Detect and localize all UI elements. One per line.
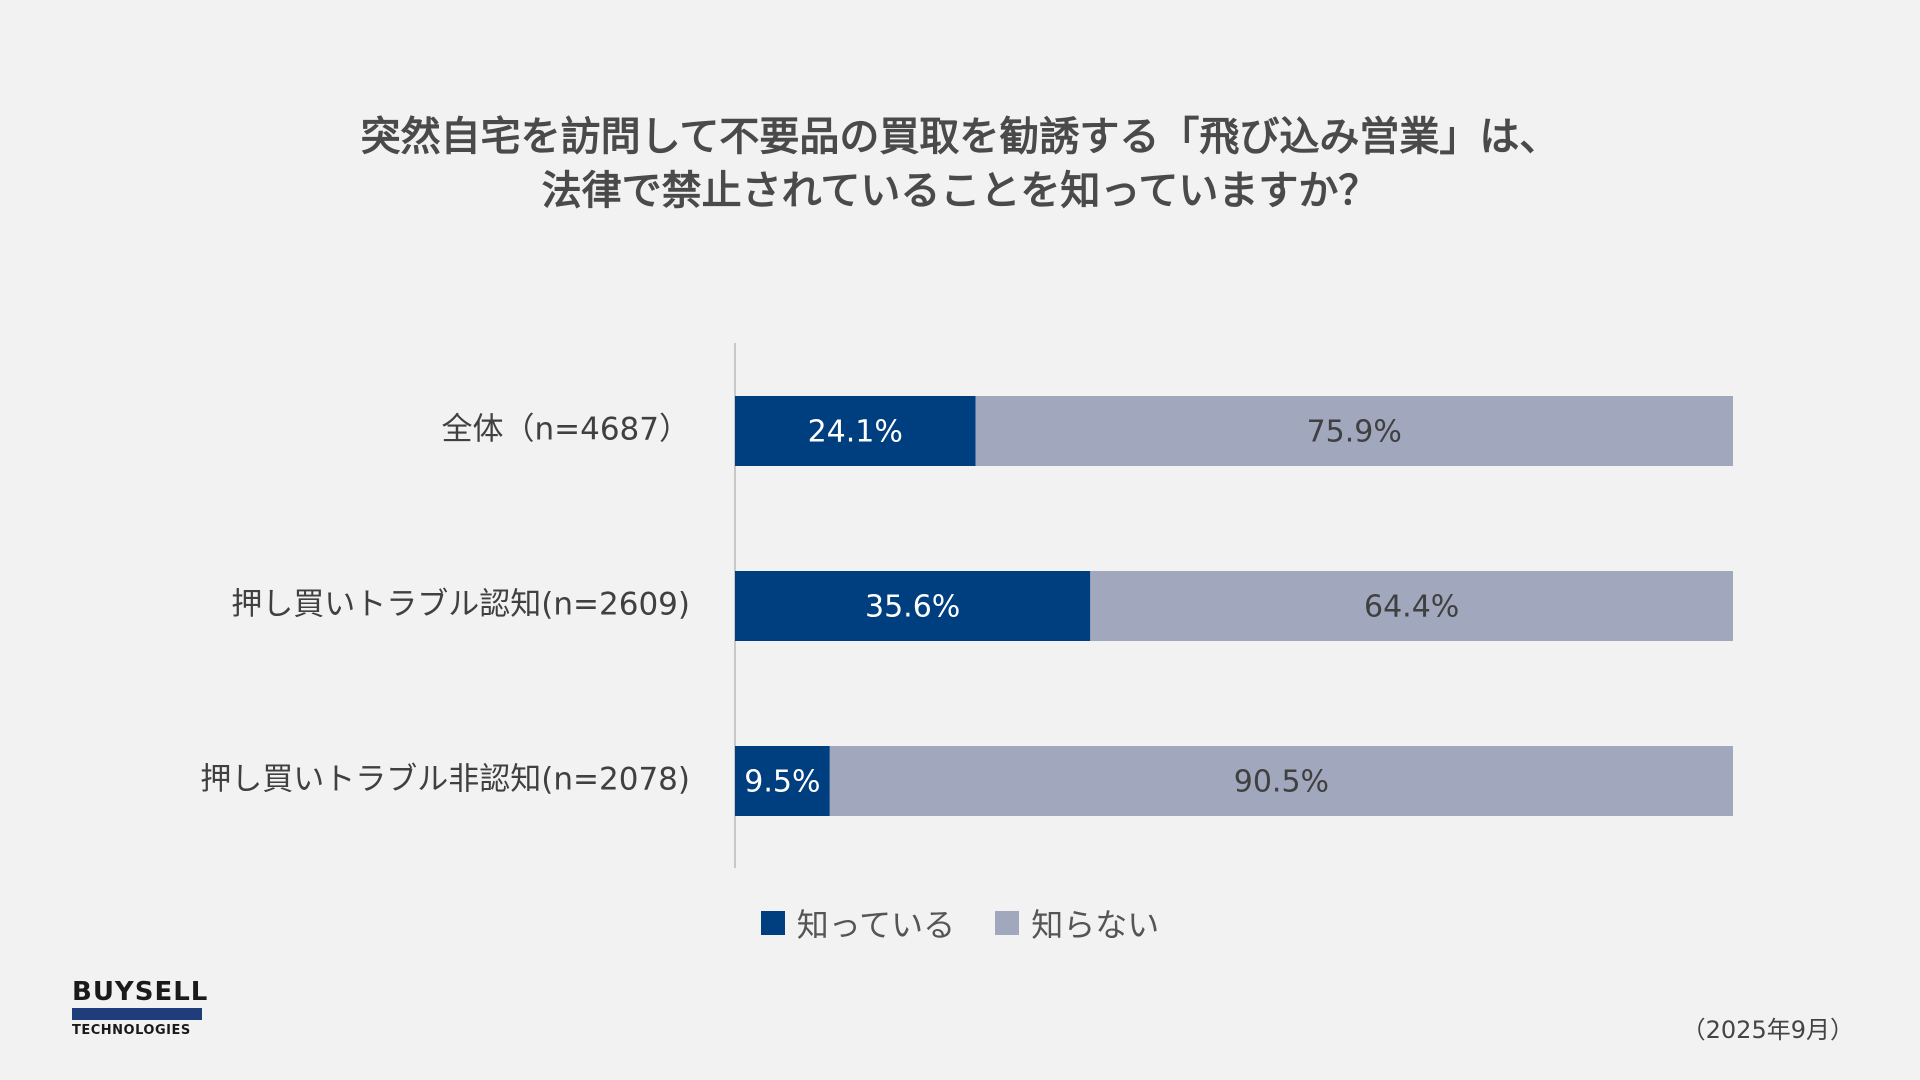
logo-bar [72, 1008, 202, 1020]
title-line-1: 突然自宅を訪問して不要品の買取を勧誘する「飛び込み営業」は、 [360, 114, 1560, 160]
bar-known [735, 396, 976, 466]
data-label: 64.4% [1364, 590, 1459, 625]
data-label: 35.6% [865, 590, 960, 625]
buysell-logo: BUYSELL TECHNOLOGIES [72, 977, 209, 1039]
category-label: 押し買いトラブル非認知(n=2078) [200, 762, 690, 798]
chart-title: 突然自宅を訪問して不要品の買取を勧誘する「飛び込み営業」は、 法律で禁止されてい… [0, 110, 1920, 218]
logo-wordmark: BUYSELL [72, 977, 209, 1007]
category-label: 押し買いトラブル認知(n=2609) [231, 587, 690, 623]
logo-subtitle: TECHNOLOGIES [72, 1023, 191, 1038]
data-label: 90.5% [1234, 765, 1329, 800]
legend-swatch-unknown [995, 911, 1020, 935]
legend: 知っている 知らない [0, 900, 1920, 946]
data-label: 75.9% [1307, 415, 1402, 450]
bar-unknown [1090, 571, 1733, 641]
bar-unknown [975, 396, 1733, 466]
bar-known [735, 571, 1091, 641]
title-line-2: 法律で禁止されていることを知っていますか？ [541, 168, 1379, 214]
category-label: 全体（n=4687） [441, 412, 690, 448]
legend-label-known: 知っている [796, 906, 956, 944]
legend-item-known: 知っている [760, 900, 956, 946]
bar-known [735, 746, 830, 816]
bar-unknown [829, 746, 1733, 816]
legend-item-unknown: 知らない [995, 900, 1159, 946]
legend-swatch-known [760, 911, 785, 935]
data-label: 24.1% [808, 415, 903, 450]
data-label: 9.5% [744, 765, 820, 800]
legend-label-unknown: 知らない [1031, 906, 1160, 944]
survey-date: （2025年9月） [1681, 1016, 1854, 1044]
